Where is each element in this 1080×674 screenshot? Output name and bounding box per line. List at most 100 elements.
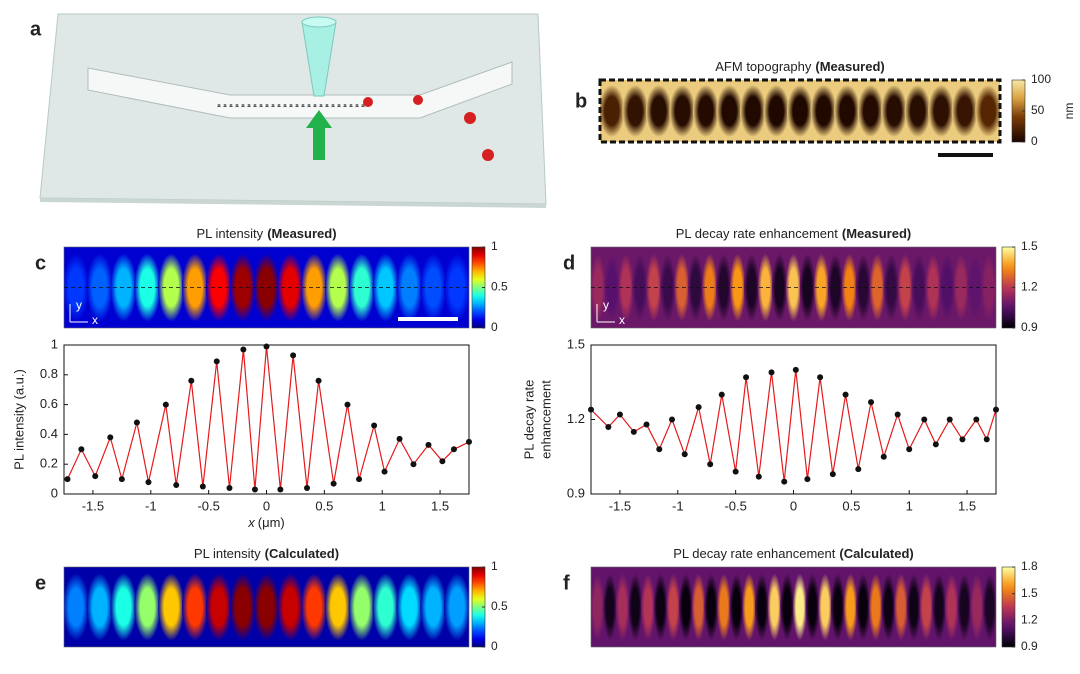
spot: [857, 84, 884, 138]
colorbar-label: nm: [1062, 103, 1076, 120]
spot: [603, 573, 617, 641]
heatmap: [64, 567, 469, 647]
colorbar-tick-label: 0.9: [1021, 320, 1038, 334]
spot: [787, 84, 813, 138]
spot: [981, 253, 996, 322]
spot: [716, 84, 743, 138]
data-point: [804, 476, 811, 483]
x-tick-label: 1: [379, 498, 386, 513]
data-point: [226, 485, 233, 492]
spot: [743, 253, 760, 322]
panel-label: b: [575, 90, 587, 112]
x-tick-label: 0.5: [842, 498, 860, 513]
data-point: [162, 401, 169, 408]
colorbar-tick-label: 50: [1031, 103, 1045, 117]
spot: [841, 253, 858, 322]
y-tick-label: 0.9: [567, 485, 585, 500]
data-point: [792, 366, 799, 373]
panel-label: f: [563, 572, 570, 594]
data-point: [921, 416, 928, 423]
spot: [932, 573, 947, 641]
data-point: [718, 391, 725, 398]
data-point: [605, 423, 612, 430]
spot: [716, 573, 731, 641]
data-point: [842, 391, 849, 398]
heatmap-frame: [590, 566, 997, 648]
title-bold: (Measured): [815, 59, 884, 74]
data-point: [290, 352, 297, 359]
photon: [413, 95, 423, 105]
data-point: [707, 461, 714, 468]
panel-label: c: [35, 252, 46, 274]
colorbar-tick-label: 1: [491, 559, 498, 573]
x-tick-label: -1: [145, 498, 157, 513]
y-tick-label: 1.5: [567, 336, 585, 351]
spot: [420, 573, 447, 641]
photon: [464, 112, 476, 124]
spot: [348, 573, 375, 641]
data-line: [66, 346, 470, 490]
spot: [868, 573, 883, 641]
data-point: [656, 446, 663, 453]
title-text: PL intensity: [194, 546, 261, 561]
spot: [906, 573, 921, 641]
data-point: [315, 377, 322, 384]
data-point: [118, 476, 125, 483]
spot: [134, 253, 161, 322]
panel-title: PL intensity (Calculated): [194, 546, 339, 561]
data-point: [396, 435, 403, 442]
spot: [944, 573, 959, 641]
data-point: [251, 486, 258, 493]
colorbar-tick-label: 0: [1031, 134, 1038, 148]
glass-edge: [40, 198, 546, 208]
waveguide: [87, 61, 513, 119]
data-point: [768, 369, 775, 376]
spot: [911, 253, 927, 322]
spot: [372, 573, 399, 641]
spot: [715, 253, 732, 322]
spot: [86, 573, 113, 641]
data-point: [450, 446, 457, 453]
data-point: [906, 446, 913, 453]
spot: [669, 84, 696, 138]
spot: [646, 253, 662, 322]
data-point: [588, 406, 594, 413]
heatmap: [591, 247, 996, 328]
spot: [702, 253, 718, 322]
spot: [205, 573, 232, 641]
spot: [883, 253, 899, 322]
title-bold: (Measured): [842, 226, 911, 241]
spot: [443, 573, 469, 641]
y-tick-label: 1: [51, 336, 58, 351]
spot: [253, 573, 280, 641]
data-point: [855, 466, 862, 473]
excitation-arrow: [306, 110, 332, 160]
holes: [215, 104, 365, 107]
data-point: [344, 401, 351, 408]
spot: [653, 573, 668, 641]
colorbar-tick-label: 1: [491, 239, 498, 253]
colorbar-tick-label: 100: [1031, 72, 1051, 86]
y-axis-label: enhancement: [538, 380, 553, 459]
heatmap-frame: [63, 566, 470, 648]
data-point: [188, 377, 195, 384]
panel-label: d: [563, 252, 575, 274]
colorbar-tick-label: 0: [491, 639, 498, 653]
axis-y: y: [603, 298, 609, 312]
spot: [881, 573, 896, 641]
data-point: [630, 428, 637, 435]
spot: [134, 573, 161, 641]
photon: [482, 149, 494, 161]
plot-frame: [63, 344, 470, 495]
colorbar-tick-label: 0.9: [1021, 639, 1038, 653]
colorbar-tick-label: 0.5: [491, 599, 508, 613]
spot: [615, 573, 630, 641]
spot: [729, 573, 744, 641]
colorbar-tick-label: 0.5: [491, 280, 508, 294]
spot: [780, 573, 795, 641]
title-bold: (Calculated): [265, 546, 339, 561]
spot: [301, 573, 328, 641]
data-point: [78, 446, 85, 453]
spot: [704, 573, 719, 641]
